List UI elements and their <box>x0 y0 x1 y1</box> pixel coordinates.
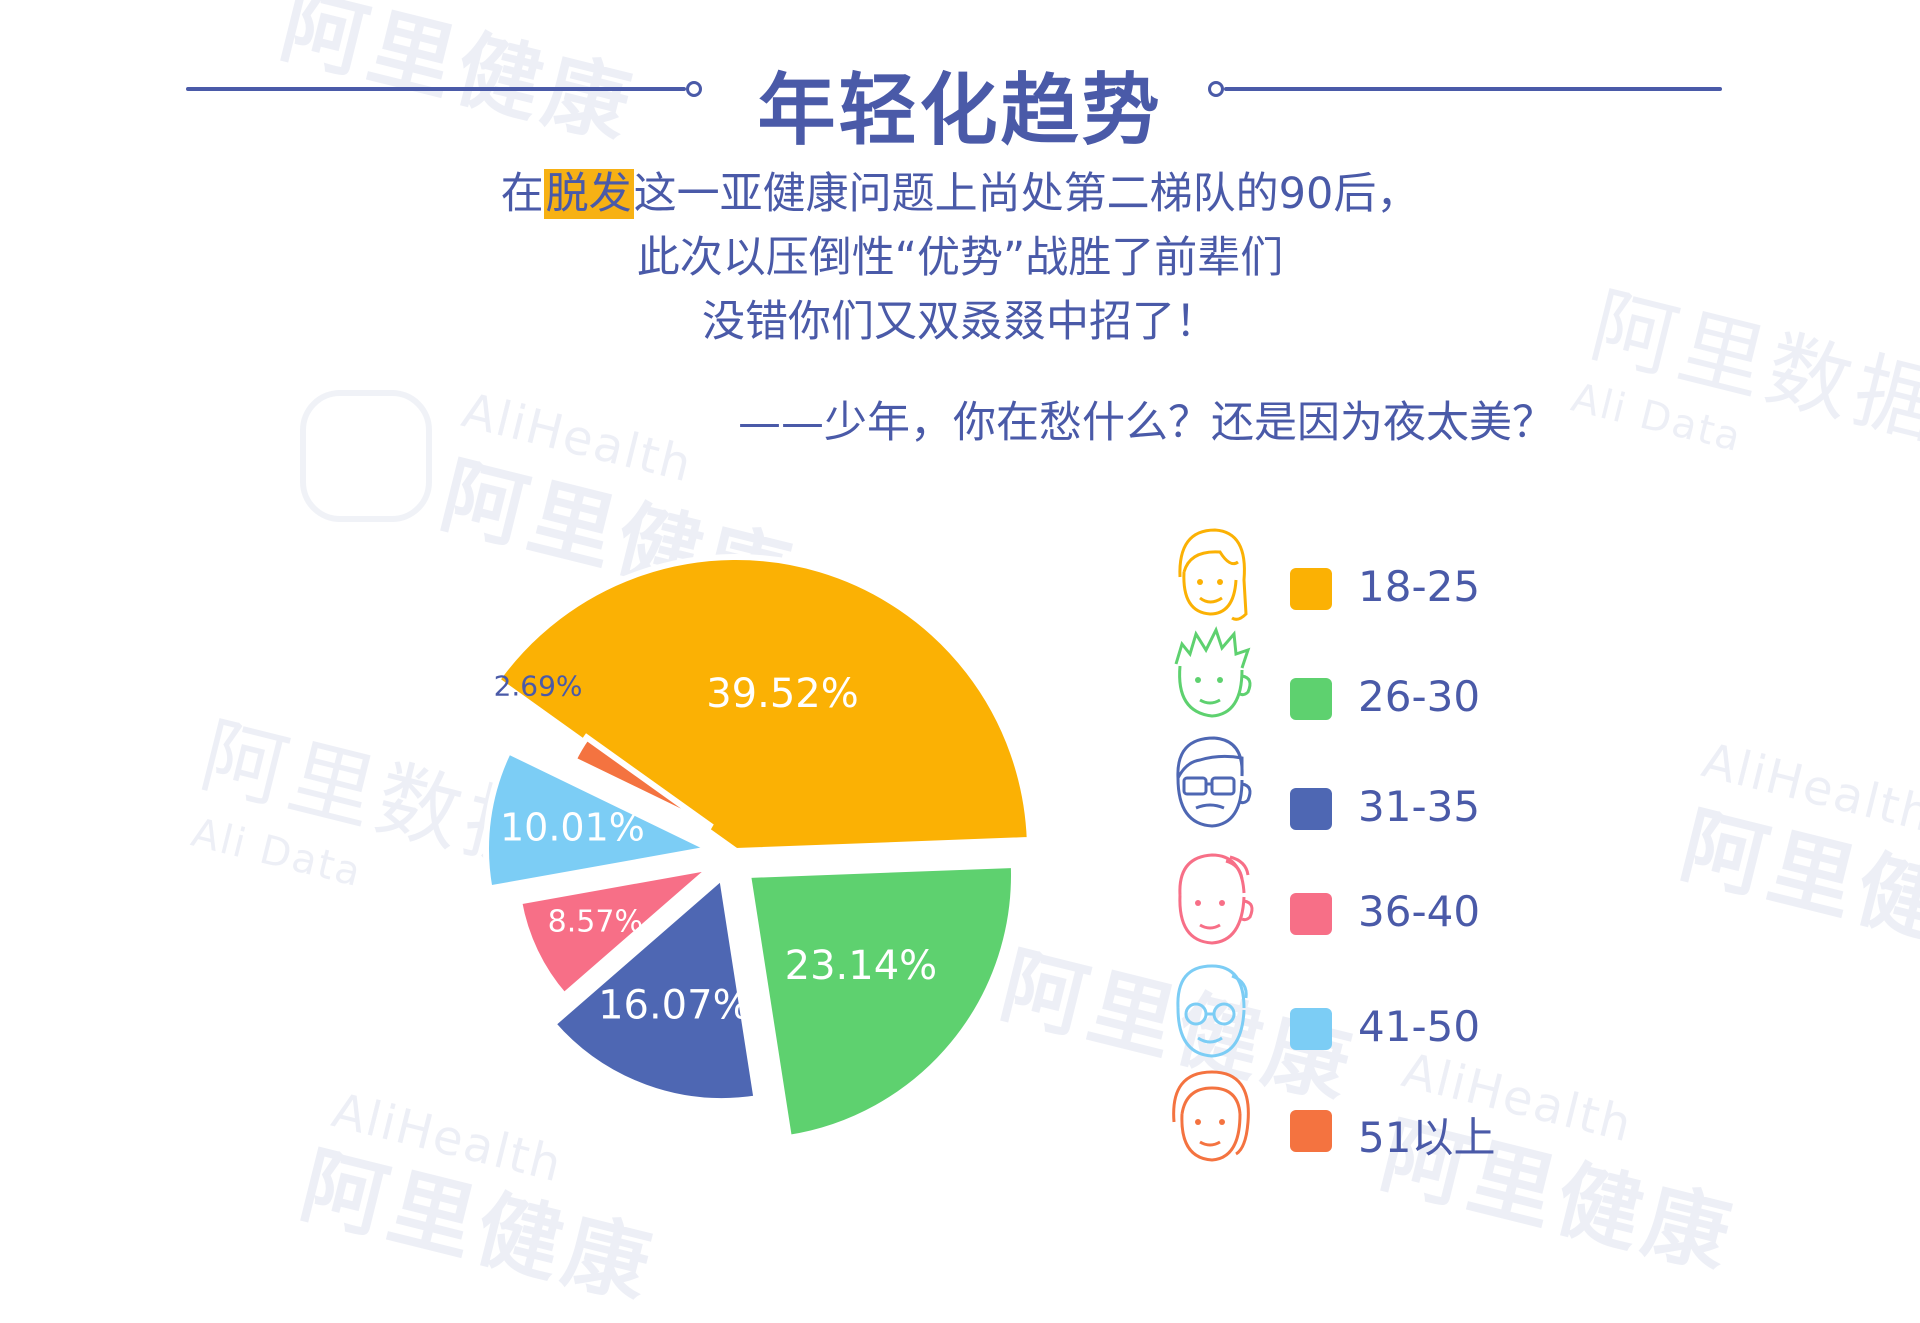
legend-item-51-plus: 51以上 <box>1160 1062 1580 1172</box>
pie-label-18-25: 39.52% <box>706 671 859 717</box>
intro-line-1-post: 这一亚健康问题上尚处第二梯队的90后， <box>633 169 1420 219</box>
legend-label: 51以上 <box>1358 1113 1496 1162</box>
legend-swatch <box>1290 678 1332 720</box>
legend-label: 31-35 <box>1358 782 1481 831</box>
pie-slice-26-30 <box>744 861 1017 1142</box>
title-bar: 年轻化趋势 <box>0 40 1920 156</box>
pie-slice-18-25 <box>492 554 1033 855</box>
legend-swatch <box>1290 1008 1332 1050</box>
pie-slice-31-35 <box>548 871 760 1104</box>
pie-label-51以上: 2.69% <box>494 670 583 703</box>
pie-label-41-50: 10.01% <box>500 805 645 849</box>
intro-line-1: 在脱发这一亚健康问题上尚处第二梯队的90后， <box>0 162 1920 226</box>
legend-label: 26-30 <box>1358 672 1481 721</box>
intro-line-3: 没错你们又双叒叕中招了！ <box>702 297 1218 347</box>
legend-item-26-30: 26-30 <box>1160 620 1580 730</box>
legend-label: 18-25 <box>1358 562 1481 611</box>
pie-slice-41-50 <box>483 747 720 892</box>
pie-slice-36-40 <box>515 862 723 1000</box>
pie-chart: 39.52% 23.14% 16.07% 8.57% 10.01% 2.69% <box>483 554 1033 1142</box>
page-title: 年轻化趋势 <box>757 66 1163 156</box>
pie-label-36-40: 8.57% <box>548 904 643 939</box>
pie-label-31-35: 16.07% <box>598 982 751 1028</box>
older-woman-face-icon <box>1172 1070 1250 1162</box>
title-rule-left-dot <box>686 81 702 97</box>
legend-item-31-35: 31-35 <box>1160 728 1580 838</box>
legend-item-18-25: 18-25 <box>1160 522 1580 632</box>
legend-item-41-50: 41-50 <box>1160 958 1580 1068</box>
legend-label: 36-40 <box>1358 887 1481 936</box>
pie-slice-51以上 <box>569 733 714 830</box>
title-rule-left <box>186 87 686 91</box>
intro-highlight: 脱发 <box>543 169 634 219</box>
legend-label: 41-50 <box>1358 1002 1481 1051</box>
young-woman-face-icon <box>1178 528 1248 621</box>
title-rule-right <box>1224 87 1722 91</box>
balding-man-face-icon <box>1178 853 1254 945</box>
quote-text: ——少年，你在愁什么？还是因为夜太美？ <box>738 398 1555 448</box>
intro-line-1-pre: 在 <box>500 169 544 219</box>
legend-swatch <box>1290 788 1332 830</box>
legend-swatch <box>1290 893 1332 935</box>
pie-label-26-30: 23.14% <box>785 943 938 989</box>
legend-swatch <box>1290 1110 1332 1152</box>
bald-glasses-man-face-icon <box>1176 964 1248 1058</box>
glasses-man-face-icon <box>1176 736 1252 828</box>
legend-swatch <box>1290 568 1332 610</box>
legend-item-36-40: 36-40 <box>1160 845 1580 955</box>
intro-text: 在脱发这一亚健康问题上尚处第二梯队的90后， 此次以压倒性“优势”战胜了前辈们 … <box>0 162 1920 354</box>
title-rule-right-dot <box>1208 81 1224 97</box>
intro-line-2: 此次以压倒性“优势”战胜了前辈们 <box>636 233 1284 283</box>
spiky-hair-man-face-icon <box>1174 626 1252 718</box>
